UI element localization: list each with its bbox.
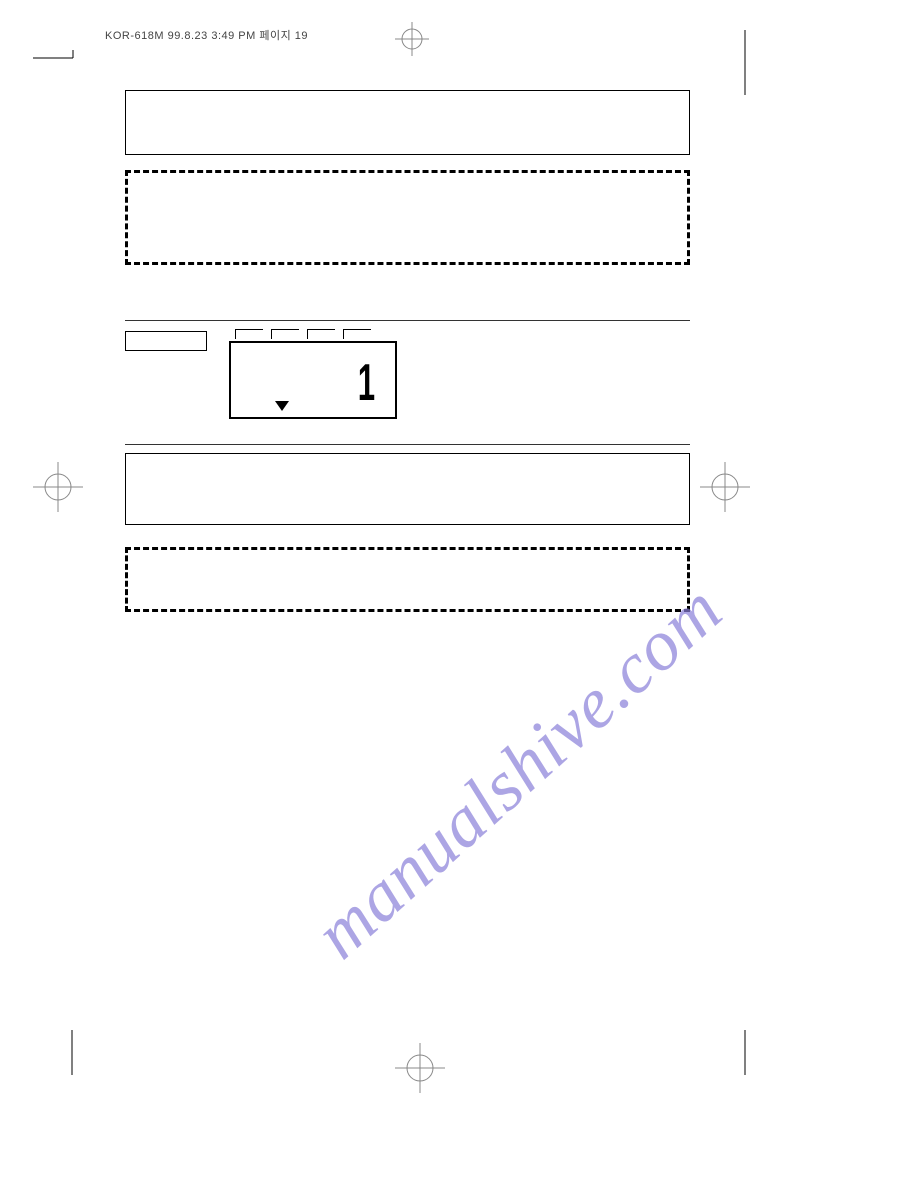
note-box-1 <box>125 170 690 265</box>
indicator-1: 1 <box>235 329 263 339</box>
watermark-text: manualshive.com <box>299 568 739 976</box>
lcd-display: 1 <box>229 341 397 419</box>
instruction-box-1 <box>125 90 690 155</box>
crop-mark-top-right <box>744 30 754 105</box>
crop-mark-bottom-right <box>744 1030 754 1085</box>
indicator-3 <box>307 329 335 339</box>
crop-mark-bottom-left <box>71 1030 81 1085</box>
indicator-2: 2 <box>271 329 299 339</box>
display-panel: 1 2 1 <box>229 329 397 419</box>
page-content: 1 2 1 <box>125 90 690 612</box>
lcd-digit: 1 <box>358 353 375 413</box>
indicator-4 <box>343 329 371 339</box>
page-header-text: KOR-618M 99.8.23 3:49 PM 페이지 19 <box>105 27 308 43</box>
down-arrow-icon <box>275 401 289 411</box>
registration-mark-bottom <box>395 1043 445 1093</box>
note-box-2 <box>125 547 690 612</box>
registration-mark-left <box>33 462 83 512</box>
crop-mark-top-left <box>33 50 78 85</box>
instruction-box-2 <box>125 453 690 525</box>
keypad-label-box <box>125 331 207 351</box>
divider-1 <box>125 320 690 321</box>
registration-mark-top <box>395 22 429 56</box>
step-row: 1 2 1 <box>125 329 690 419</box>
divider-2 <box>125 444 690 445</box>
registration-mark-right <box>700 462 750 512</box>
display-indicators: 1 2 <box>229 329 397 339</box>
